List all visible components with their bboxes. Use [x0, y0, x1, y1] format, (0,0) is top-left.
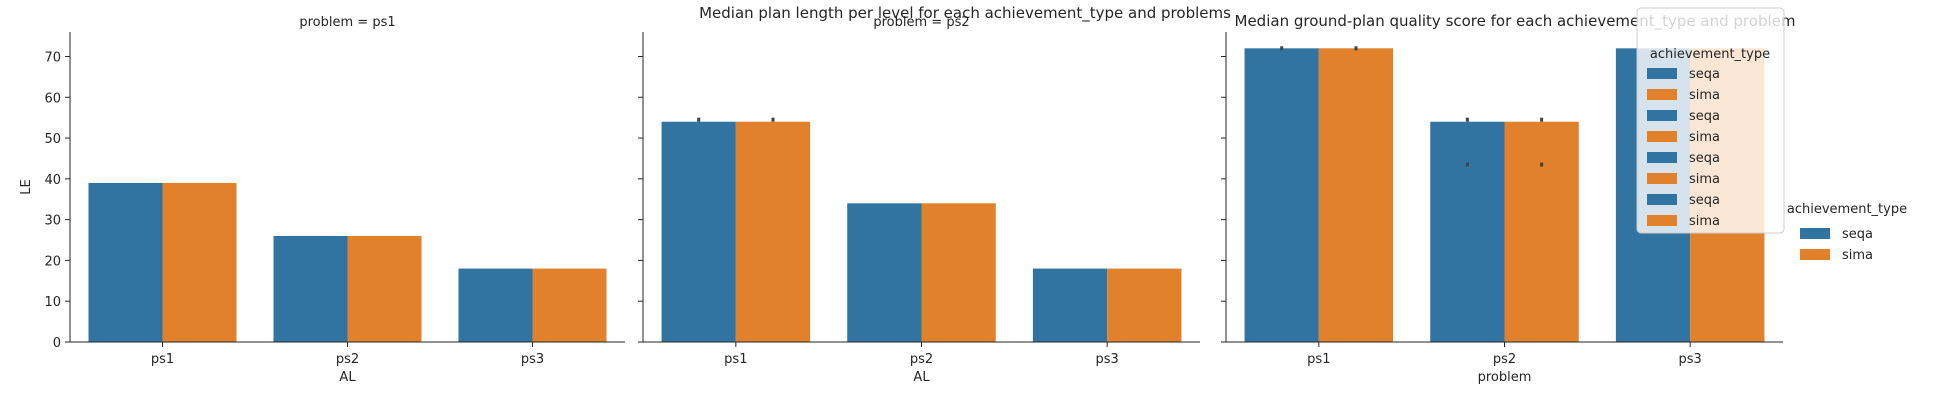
- legend-swatch-seqa: [1647, 194, 1677, 205]
- legend-swatch-sima: [1647, 89, 1677, 100]
- panel-2: ps1 ps2 ps3 AL problem = ps2: [638, 15, 1200, 385]
- x-tick-label: ps1: [724, 352, 747, 367]
- outer-legend: achievement_type seqa sima: [1787, 202, 1907, 263]
- x-axis-label: problem: [1478, 370, 1532, 385]
- y-tick-label: 20: [44, 254, 61, 269]
- x-axis-label: AL: [339, 370, 356, 385]
- x-tick-label: ps3: [521, 352, 544, 367]
- legend-swatch-seqa: [1647, 152, 1677, 163]
- x-axis-label: AL: [913, 370, 930, 385]
- panel-title: problem = ps2: [873, 15, 969, 30]
- bar-seqa-ps1: [1244, 48, 1319, 342]
- bar-sima-ps1: [162, 182, 237, 342]
- bar-seqa-ps2: [847, 203, 922, 342]
- legend-swatch-seqa: [1647, 68, 1677, 79]
- y-tick-label: 70: [44, 50, 61, 65]
- bar-sima-ps2: [347, 235, 422, 342]
- legend-swatch-seqa: [1800, 228, 1830, 239]
- y-axis-label: LE: [19, 179, 34, 194]
- bar-sima-ps1: [1318, 48, 1394, 342]
- x-tick-label: ps1: [151, 352, 174, 367]
- x-tick-label: ps2: [1493, 352, 1516, 367]
- inner-legend-title: achievement_type: [1650, 47, 1770, 62]
- bar-sima-ps3: [532, 268, 607, 342]
- legend-swatch-seqa: [1647, 110, 1677, 121]
- x-tick-label: ps3: [1679, 352, 1702, 367]
- inner-legend: achievement_type seqa sima seqa sima seqa sim…: [1636, 7, 1785, 234]
- outer-legend-title: achievement_type: [1787, 202, 1907, 217]
- bar-seqa-ps2: [1430, 121, 1505, 342]
- y-tick-label: 10: [44, 295, 61, 310]
- bar-seqa-ps1: [661, 121, 736, 342]
- y-tick-label: 30: [44, 214, 61, 229]
- legend-swatch-sima: [1647, 131, 1677, 142]
- bar-seqa-ps3: [458, 268, 533, 342]
- bar-seqa-ps2: [273, 235, 348, 342]
- panel-title: problem = ps1: [299, 15, 395, 30]
- suptitle-1: Median plan length per level for each ac…: [699, 4, 1231, 23]
- x-tick-label: ps1: [1307, 352, 1330, 367]
- legend-swatch-sima: [1647, 173, 1677, 184]
- bar-seqa-ps3: [1032, 268, 1108, 342]
- x-tick-label: ps2: [336, 352, 359, 367]
- y-tick-label: 50: [44, 132, 61, 147]
- legend-label: sima: [1689, 172, 1720, 187]
- legend-label: sima: [1689, 130, 1720, 145]
- x-tick-label: ps2: [910, 352, 933, 367]
- legend-label: sima: [1842, 248, 1873, 263]
- legend-label: sima: [1689, 214, 1720, 229]
- legend-label: seqa: [1689, 151, 1720, 166]
- bar-sima-ps2: [1504, 121, 1579, 342]
- bar-seqa-ps1: [88, 182, 163, 342]
- bar-sima-ps2: [921, 203, 996, 342]
- x-tick-label: ps3: [1096, 352, 1119, 367]
- legend-label: seqa: [1689, 67, 1720, 82]
- legend-label: sima: [1689, 88, 1720, 103]
- y-tick-label: 60: [44, 91, 61, 106]
- bar-sima-ps3: [1107, 268, 1182, 342]
- legend-swatch-sima: [1800, 249, 1830, 260]
- legend-label: seqa: [1689, 109, 1720, 124]
- bar-sima-ps1: [735, 121, 811, 342]
- panel-1: 0 10 20 30 40 50 60 70 ps1 ps2 ps3 AL LE problem = ps…: [19, 15, 625, 385]
- y-tick-label: 40: [44, 173, 61, 188]
- y-tick-label: 0: [53, 336, 61, 351]
- legend-swatch-sima: [1647, 215, 1677, 226]
- legend-label: seqa: [1689, 193, 1720, 208]
- legend-label: seqa: [1842, 227, 1873, 242]
